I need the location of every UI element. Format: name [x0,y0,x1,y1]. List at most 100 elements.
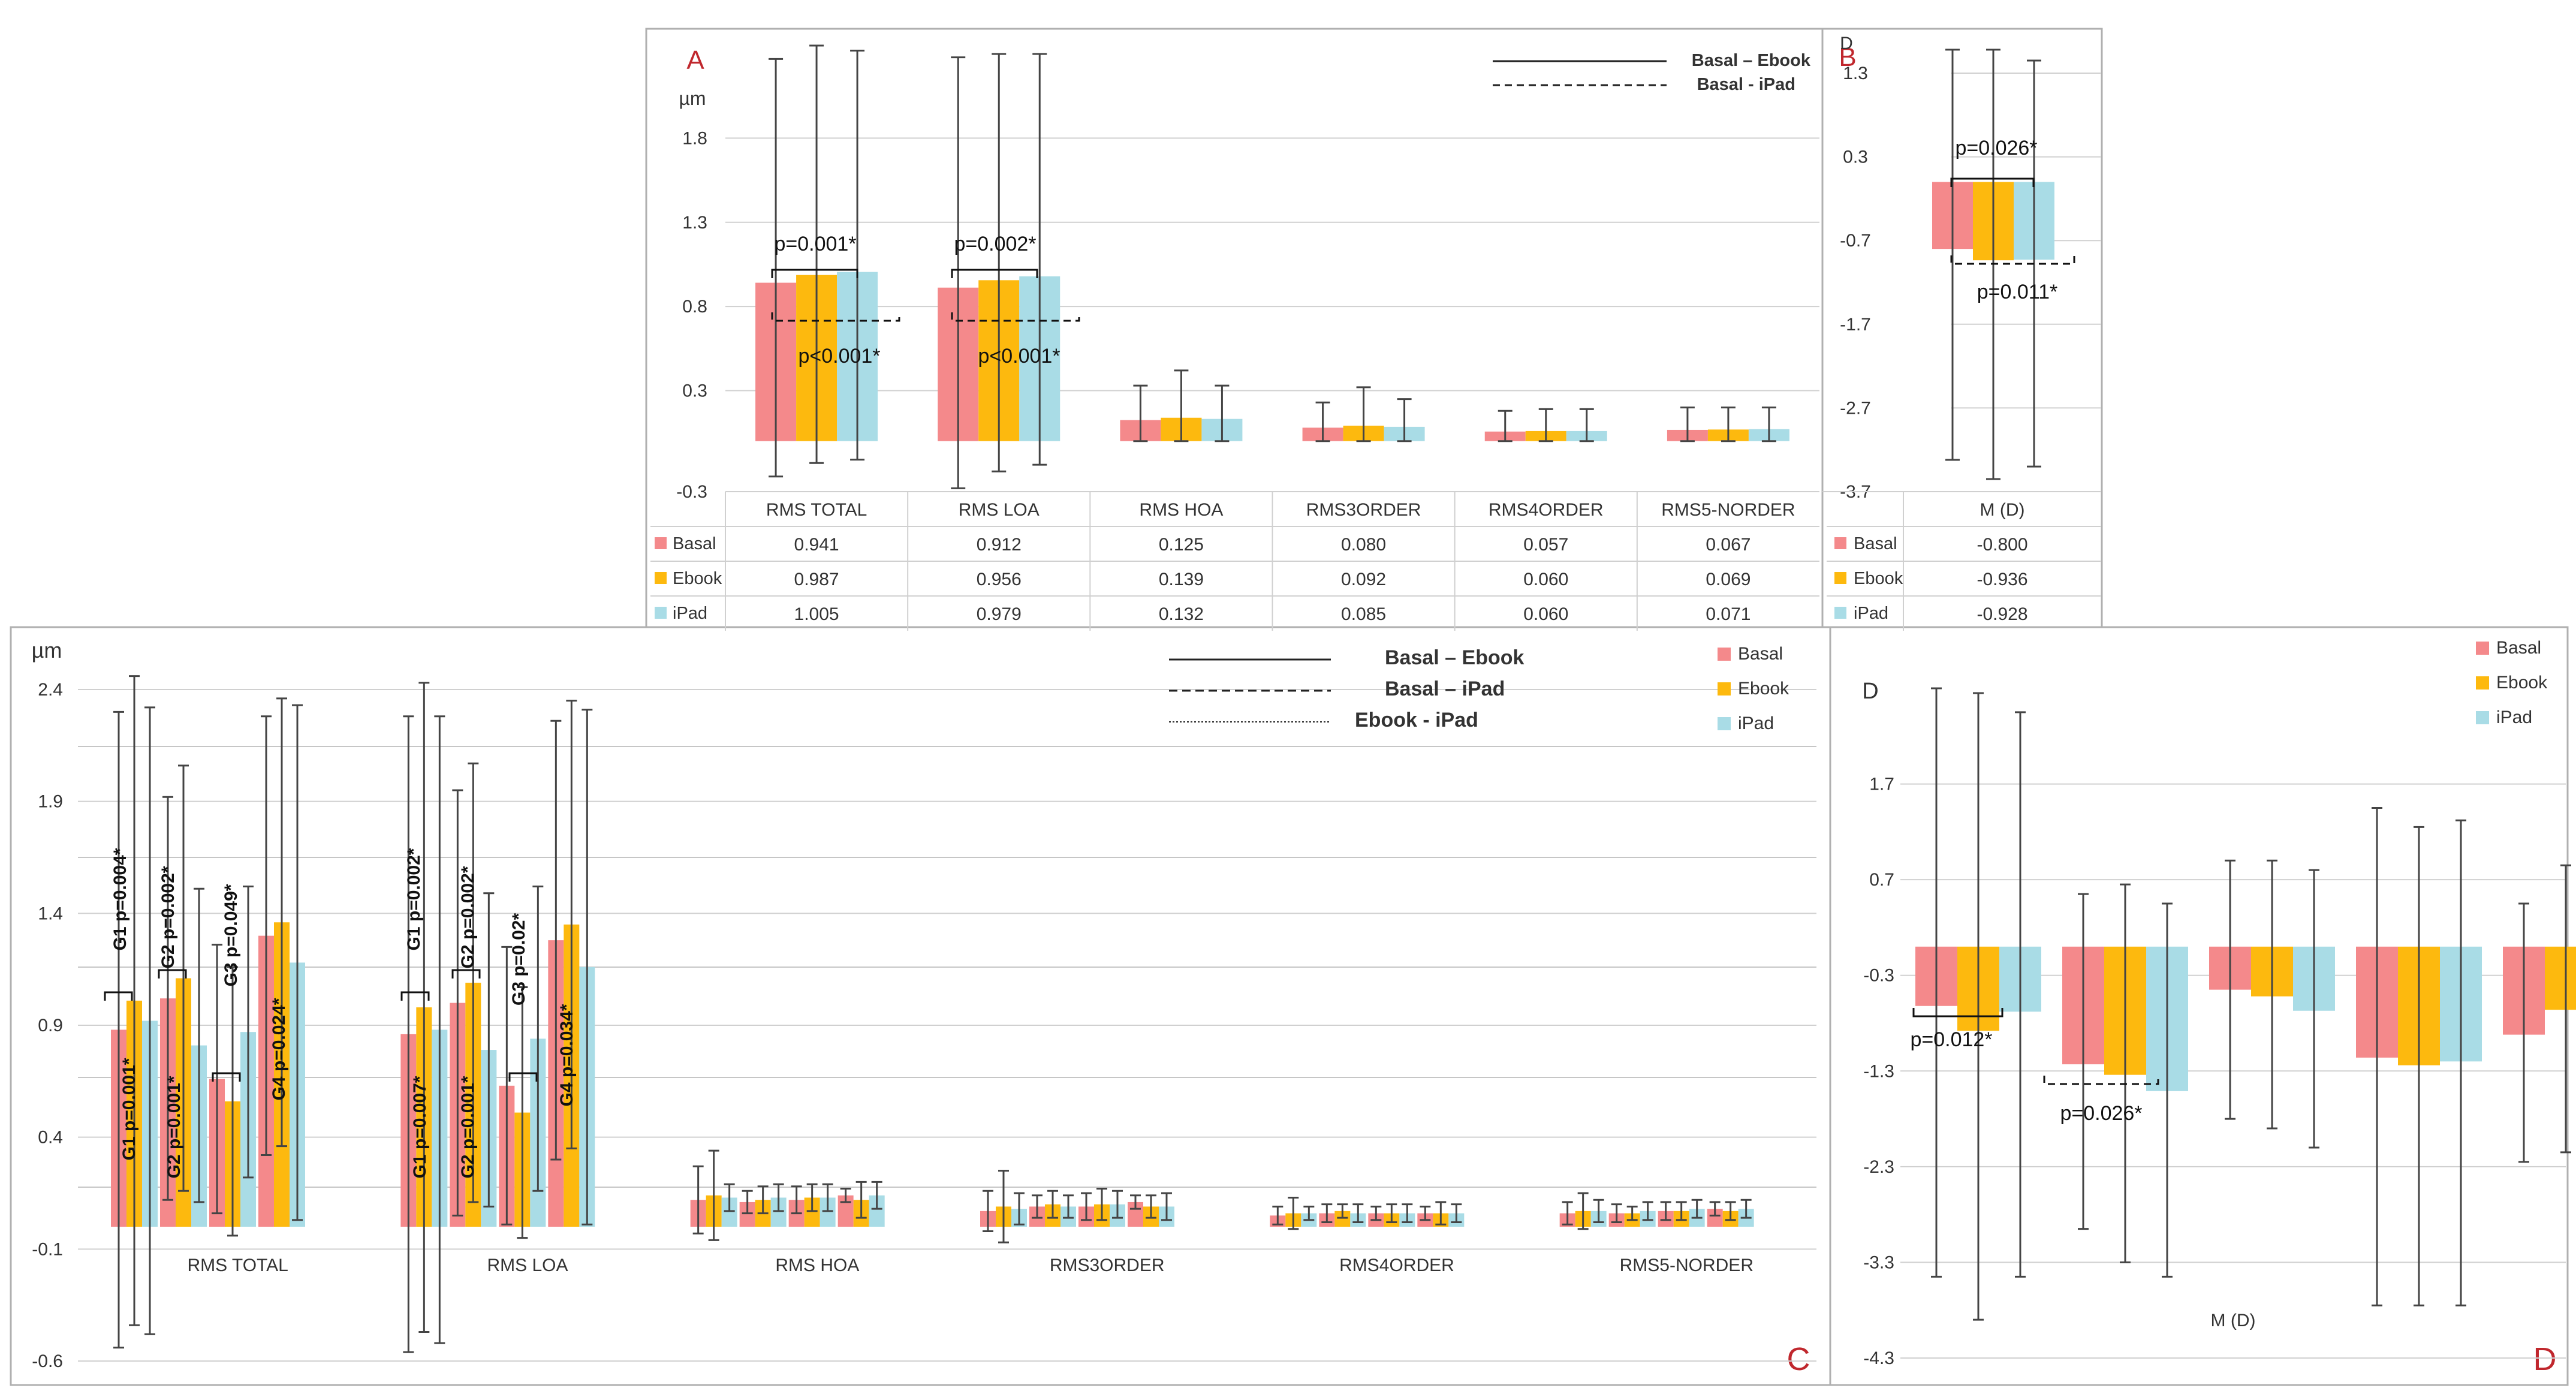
significance-label: p<0.001* [978,345,1060,368]
significance-bracket [951,269,1038,278]
error-bar [2560,864,2571,1154]
error-bar [2015,711,2026,1278]
error-bar [769,58,784,478]
error-bar [2518,902,2529,1163]
error-bar [1133,384,1148,442]
error-bar [2078,893,2089,1230]
table-cell: 0.125 [1159,535,1204,555]
table-cell: 0.956 [977,570,1022,589]
error-bar [1321,1203,1333,1224]
panel-c-unit: µm [32,638,62,663]
error-bar [791,1185,802,1215]
significance-label: G2 p=0.002* [158,866,178,968]
error-bar [227,966,238,1237]
square-swatch-icon [655,572,667,584]
table-cell: 0.060 [1523,604,1568,624]
table-cell: 0.132 [1159,604,1204,624]
error-bar [483,892,495,1208]
error-bar [2120,883,2131,1263]
significance-bracket [951,312,1080,322]
error-bar [2267,859,2277,1130]
error-bar [724,1183,735,1212]
error-bar [1721,407,1736,442]
table-cell: 0.071 [1706,604,1751,624]
error-bar [1146,1194,1156,1219]
table-row-label: Ebook [673,569,722,588]
error-bar [1611,1203,1622,1224]
category-label: RMS HOA [1139,500,1223,520]
error-bar [1130,1194,1141,1210]
significance-bracket [451,969,481,978]
line-legend-label: Ebook - iPad [1355,709,1478,731]
table-cell: -0.800 [1977,535,2027,555]
table-row-label: iPad [673,604,707,623]
error-bar [1370,1205,1382,1221]
error-bar [2162,902,2173,1278]
error-bar [850,49,865,461]
significance-label: G2 p=0.001* [458,1076,478,1178]
category-label: RMS3ORDER [1050,1255,1165,1275]
panel-d-unit: D [1862,679,1878,704]
significance-bracket [212,1072,241,1082]
error-bar [501,946,513,1226]
panel-b-ytick: -2.7 [1840,398,1871,418]
error-bar [1420,1205,1431,1221]
category-label: RMS LOA [959,500,1040,520]
error-bar [1272,1205,1284,1226]
legend-label-basal: Basal [2496,638,2541,658]
error-bar [1337,1203,1348,1219]
error-bar [1761,407,1776,442]
error-bar [1642,1201,1653,1221]
table-cell: 0.069 [1706,570,1751,589]
legend-label-ipad: iPad [1738,713,1774,733]
significance-label: G1 p=0.001* [119,1058,139,1160]
significance-bracket [2043,1076,2159,1085]
error-bar [178,764,189,1192]
error-bar [1680,407,1695,442]
table-cell: 0.941 [794,535,839,555]
table-cell: 1.005 [794,604,839,624]
panel-d-ytick: -1.3 [1863,1061,1894,1081]
error-bar [773,1183,784,1212]
significance-label: G1 p=0.002* [404,848,424,950]
panel-a-unit: µm [679,88,706,109]
significance-label: G4 p=0.034* [557,1004,577,1106]
panel-d-ytick: -3.3 [1863,1253,1894,1272]
table-cell: -0.936 [1977,570,2027,589]
significance-label: G1 p=0.007* [410,1076,430,1178]
line-legend-label: Basal - iPad [1697,75,1795,94]
panel-b-ytick: -1.7 [1840,315,1871,335]
table-cell: 0.987 [794,570,839,589]
legend-label-ebook: Ebook [2496,673,2548,693]
category-label: M (D) [2211,1311,2256,1330]
significance-label: p=0.002* [954,233,1036,255]
error-bar [1660,1201,1671,1221]
square-swatch-icon [1834,572,1846,584]
panel-c-ytick: 1.9 [38,792,63,812]
error-bar [992,53,1007,472]
table-row-label: Ebook [1854,569,1903,588]
panel-c-ytick: -0.1 [32,1239,63,1259]
error-bar [1047,1190,1058,1219]
error-bar [1174,369,1189,442]
significance-label: p<0.001* [798,345,880,368]
panel-d-ytick: -0.3 [1863,966,1894,986]
error-bar [1676,1201,1687,1221]
error-bar [1032,1194,1043,1219]
error-bar [468,762,479,1203]
significance-bracket [771,312,900,322]
panel-b-ytick: -0.7 [1840,231,1871,251]
category-label: RMS LOA [487,1255,568,1275]
category-label: RMS5-NORDER [1661,500,1795,520]
error-bar [871,1181,882,1210]
significance-label: G1 p=0.004* [110,848,130,950]
square-swatch-icon [655,537,667,549]
error-bar [1435,1201,1447,1226]
error-bar [840,1188,851,1203]
error-bar [998,1170,1009,1244]
line-legend-label: Basal – Ebook [1692,51,1811,70]
panel-c-ytick: 0.4 [38,1128,63,1148]
table-cell: 0.067 [1706,535,1751,555]
category-label: RMS4ORDER [1489,500,1604,520]
